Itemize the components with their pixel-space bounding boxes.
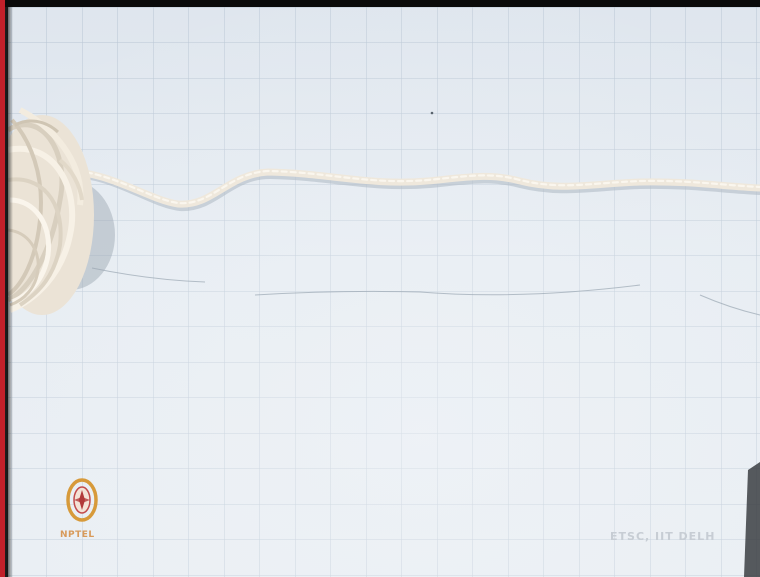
graph-paper xyxy=(8,7,760,577)
pencil-dot xyxy=(430,111,434,115)
nptel-logo-icon xyxy=(66,478,98,522)
yarn-coil xyxy=(8,107,94,315)
pencil-line-1 xyxy=(91,267,206,283)
nptel-label: NPTEL xyxy=(60,530,95,540)
top-border xyxy=(0,0,760,7)
pencil-line-2 xyxy=(254,284,641,296)
left-accent-bar xyxy=(0,0,5,577)
left-shadow xyxy=(5,7,13,577)
string-highlight xyxy=(58,169,760,205)
watermark-text: ETSC, IIT DELH xyxy=(610,530,716,543)
string-scene xyxy=(8,7,760,577)
edge-shadow xyxy=(744,462,760,577)
string-shadow xyxy=(62,171,760,212)
light-glare xyxy=(8,7,760,577)
pencil-line-3 xyxy=(699,294,760,316)
